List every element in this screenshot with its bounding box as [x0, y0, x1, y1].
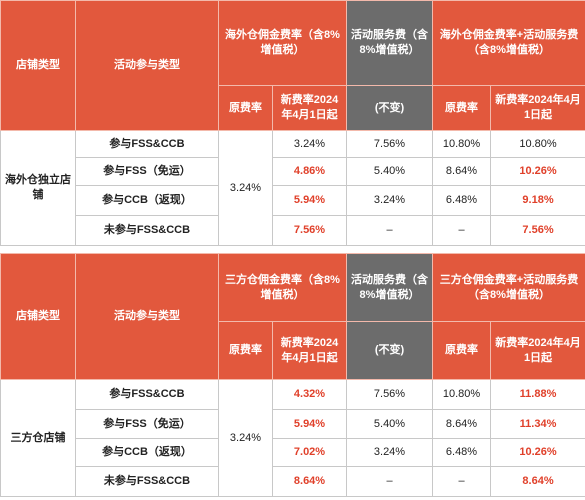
data-row: 海外仓独立店铺 参与FSS&CCB 3.24% 3.24% 7.56% 10.80% 10.… — [0, 130, 585, 246]
combined-original: 10.80% — [432, 130, 491, 158]
combined-new: 10.26% — [489, 438, 585, 467]
activity: 参与FSS&CCB — [75, 379, 219, 410]
data-row: 参与FSS（免运） 4.86% 5.40% 8.64% 10.26% — [1, 157, 585, 186]
combined-new: 7.56% — [489, 215, 585, 246]
service-fee: – — [346, 215, 433, 246]
new-rate: 7.02% — [272, 438, 347, 467]
header-cell: (不变) — [346, 321, 433, 380]
service-fee: 7.56% — [346, 130, 433, 158]
header-cell: 新费率2024年4月1日起 — [489, 321, 585, 380]
service-fee: – — [346, 466, 433, 497]
activity: 参与CCB（返现） — [75, 185, 219, 216]
activity: 参与FSS（免运） — [75, 157, 219, 186]
combined-original: – — [432, 215, 491, 246]
service-fee: 3.24% — [346, 438, 433, 467]
header-cell: 原费率 — [432, 321, 491, 380]
new-rate: 4.32% — [272, 379, 347, 410]
activity: 参与FSS（免运） — [75, 409, 219, 439]
new-rate: 4.86% — [272, 157, 347, 186]
original-rate: 3.24% — [218, 379, 273, 497]
store-type: 海外仓独立店铺 — [0, 130, 76, 246]
combined-original: 8.64% — [432, 157, 491, 186]
header-cell: (不变) — [346, 85, 433, 131]
data-row: 未参与FSS&CCB 7.56% – –7.56% — [1, 215, 585, 246]
combined-original: 8.64% — [432, 409, 491, 439]
combined-new: 11.88% — [489, 379, 585, 410]
header-row: 原费率 新费率2024年4月1日起 (不变) 原费率 新费率2024年4月1日起 — [1, 321, 585, 380]
combined-original: – — [432, 466, 491, 497]
header-cell: 原费率 — [218, 85, 273, 131]
original-rate: 3.24% — [218, 130, 273, 246]
spacer — [0, 246, 585, 253]
header-cell: 店铺类型 — [0, 0, 76, 131]
fee-table: 店铺类型 活动参与类型 海外仓佣金费率（含8%增值税） 活动服务费（含8%增值税） 海外… — [0, 0, 585, 246]
header-cell: 原费率 — [218, 321, 273, 380]
header-cell: 三方仓佣金费率+活动服务费（含8%增值税） — [431, 253, 585, 322]
header-row: 店铺类型 活动参与类型 三方仓佣金费率（含8%增值税） 活动服务费（含8%增值税） 三方… — [0, 253, 585, 380]
header-cell: 海外仓佣金费率（含8%增值税） — [218, 0, 347, 86]
activity: 未参与FSS&CCB — [75, 466, 219, 497]
header-cell: 活动参与类型 — [75, 0, 219, 131]
new-rate: 5.94% — [272, 409, 347, 439]
header-row: 原费率 新费率2024年4月1日起 (不变) 原费率 新费率2024年4月1日起 — [1, 85, 585, 131]
combined-new: 9.18% — [489, 185, 585, 216]
combined-new: 11.34% — [489, 409, 585, 439]
fee-table: 店铺类型 活动参与类型 三方仓佣金费率（含8%增值税） 活动服务费（含8%增值税） 三方… — [0, 253, 585, 497]
service-fee: 5.40% — [346, 157, 433, 186]
activity: 未参与FSS&CCB — [75, 215, 219, 246]
new-rate: 7.56% — [272, 215, 347, 246]
header-cell: 新费率2024年4月1日起 — [272, 85, 347, 131]
combined-original: 10.80% — [432, 379, 491, 410]
combined-original: 6.48% — [432, 185, 491, 216]
data-row: 未参与FSS&CCB 8.64% – –8.64% — [1, 466, 585, 497]
data-row: 参与CCB（返现） 7.02% 3.24% 6.48% 10.26% — [1, 438, 585, 467]
service-fee: 5.40% — [346, 409, 433, 439]
new-rate: 5.94% — [272, 185, 347, 216]
header-cell: 活动服务费（含8%增值税） — [346, 253, 433, 322]
combined-new: 10.26% — [489, 157, 585, 186]
combined-new: 8.64% — [489, 466, 585, 497]
service-fee: 3.24% — [346, 185, 433, 216]
header-cell: 活动参与类型 — [75, 253, 219, 380]
data-row: 三方仓店铺 参与FSS&CCB 3.24% 4.32% 7.56% 10.80% 11.88… — [0, 379, 585, 497]
data-row: 参与FSS（免运） 5.94% 5.40% 8.64% 11.34% — [1, 409, 585, 439]
header-cell: 三方仓佣金费率（含8%增值税） — [218, 253, 347, 322]
header-cell: 活动服务费（含8%增值税） — [346, 0, 433, 86]
service-fee: 7.56% — [346, 379, 433, 410]
activity: 参与CCB（返现） — [75, 438, 219, 467]
combined-new: 10.80% — [489, 130, 585, 158]
header-cell: 海外仓佣金费率+活动服务费（含8%增值税） — [431, 0, 585, 86]
header-cell: 新费率2024年4月1日起 — [272, 321, 347, 380]
activity: 参与FSS&CCB — [75, 130, 219, 158]
data-row: 参与CCB（返现） 5.94% 3.24% 6.48% 9.18% — [1, 185, 585, 216]
store-type: 三方仓店铺 — [0, 379, 76, 497]
header-cell: 店铺类型 — [0, 253, 76, 380]
header-row: 店铺类型 活动参与类型 海外仓佣金费率（含8%增值税） 活动服务费（含8%增值税） 海外… — [0, 0, 585, 131]
header-cell: 原费率 — [432, 85, 491, 131]
header-cell: 新费率2024年4月1日起 — [489, 85, 585, 131]
combined-original: 6.48% — [432, 438, 491, 467]
new-rate: 3.24% — [272, 130, 347, 158]
new-rate: 8.64% — [272, 466, 347, 497]
